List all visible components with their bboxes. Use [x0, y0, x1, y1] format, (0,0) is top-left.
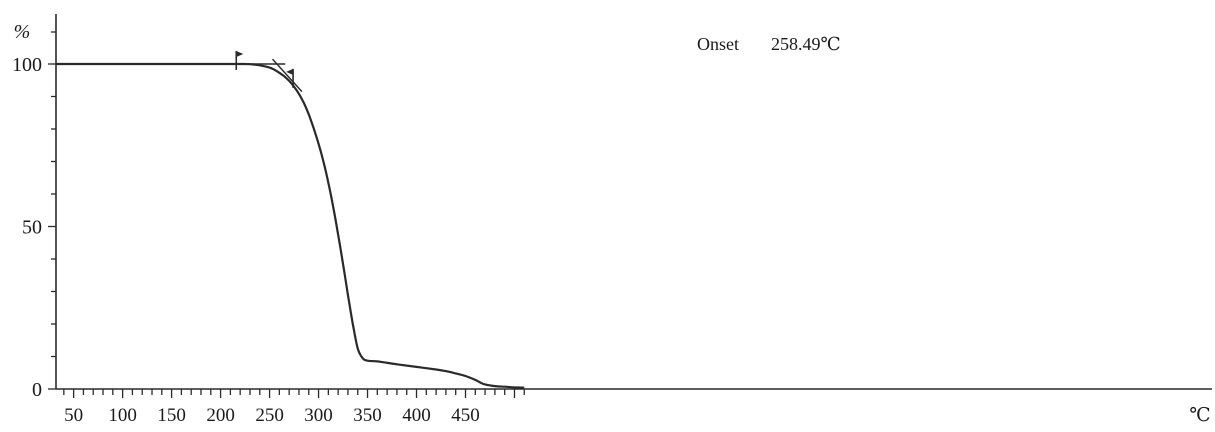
x-tick-label: 200 — [206, 405, 235, 426]
y-axis-ticks: 0 50 100 — [12, 31, 56, 401]
onset-value: 258.49℃ — [771, 34, 841, 54]
y-unit-label: % — [14, 21, 31, 43]
onset-label: Onset — [697, 34, 739, 54]
series-layer — [55, 62, 525, 389]
y-tick-label: 50 — [22, 217, 42, 239]
onset-markers — [235, 51, 294, 88]
marker-flag — [286, 68, 294, 75]
x-tick-label: 300 — [304, 405, 333, 426]
x-tick-label: 450 — [451, 405, 480, 426]
marker-flag — [236, 51, 244, 57]
tangent-line — [271, 58, 303, 93]
x-tick-label: 100 — [108, 405, 137, 426]
x-unit-label: ℃ — [1189, 405, 1210, 426]
x-tick-label: 400 — [402, 405, 431, 426]
x-tick-label: 350 — [353, 405, 382, 426]
tga-curve — [55, 62, 525, 389]
x-tick-label: 250 — [255, 405, 284, 426]
axes — [55, 14, 1212, 390]
x-axis-ticks: 50 100 150 200 250 300 350 400 450 — [63, 389, 525, 426]
x-tick-label: 50 — [64, 405, 83, 426]
y-tick-label: 100 — [12, 54, 42, 76]
onset-marker — [235, 51, 244, 70]
y-tick-label: 0 — [32, 379, 42, 401]
x-tick-label: 150 — [157, 405, 186, 426]
onset-marker — [286, 68, 294, 88]
